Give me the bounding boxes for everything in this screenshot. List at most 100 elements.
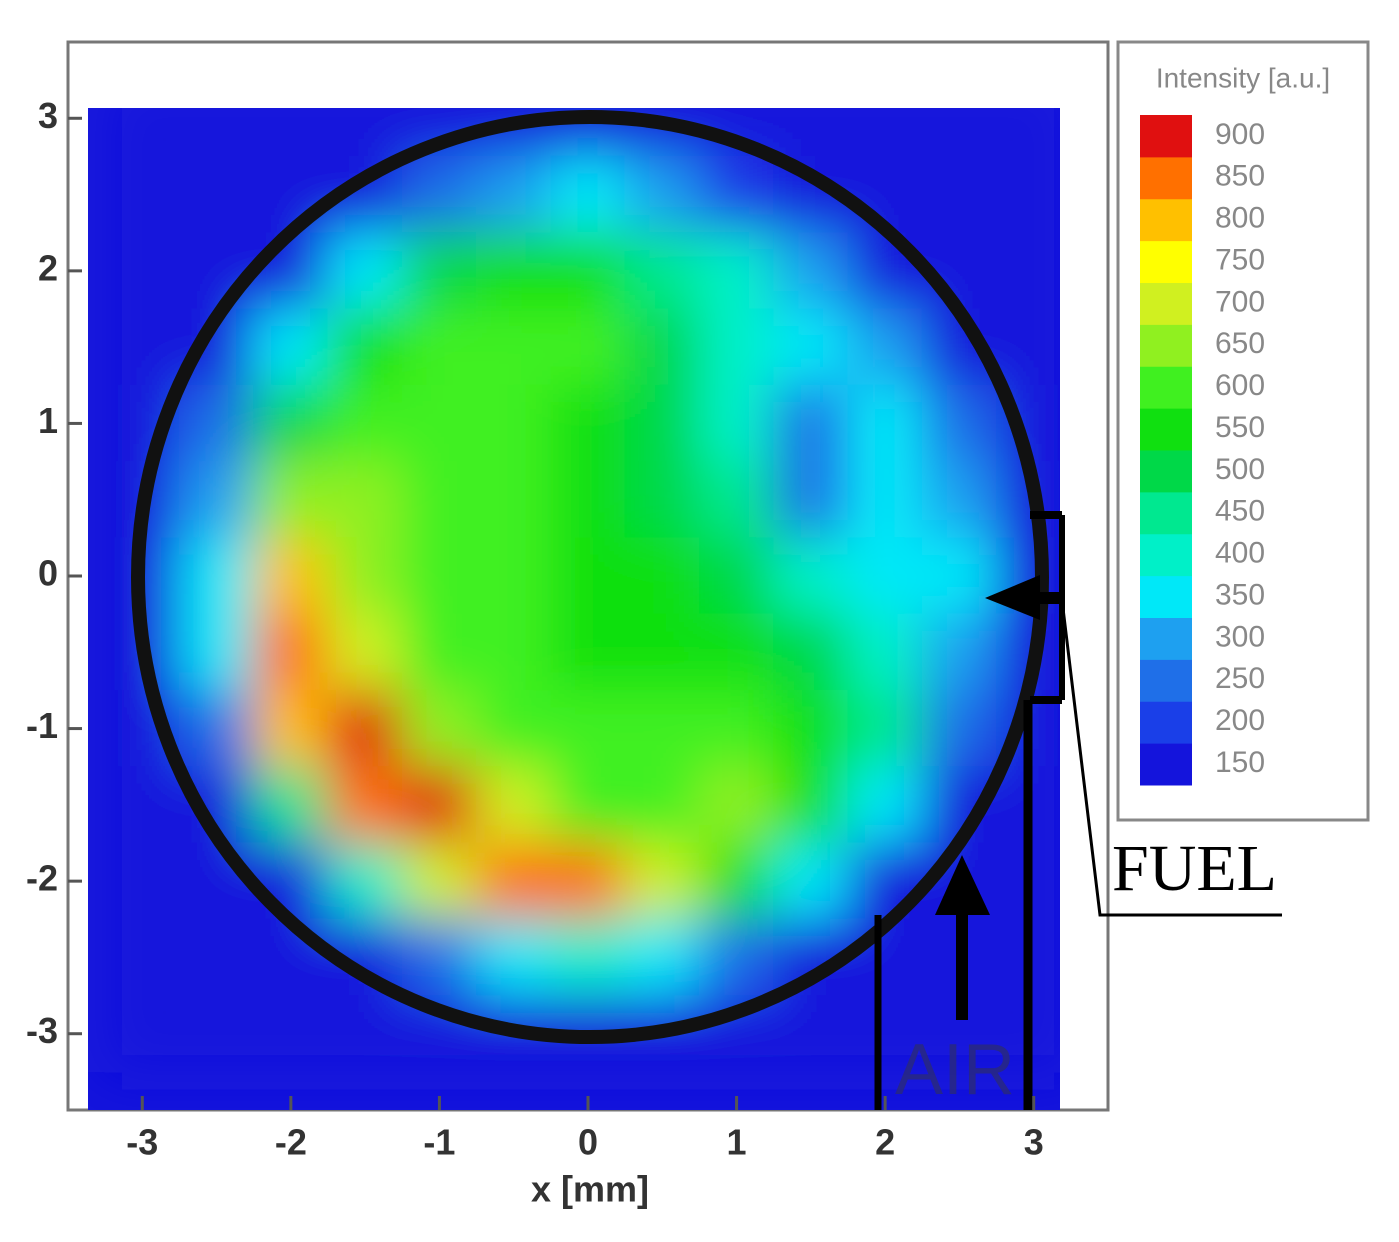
heatmap-cell (401, 461, 478, 539)
heatmap-cell (624, 918, 700, 997)
colorbar-label: 750 (1215, 243, 1265, 276)
x-tick-label: 0 (578, 1122, 598, 1163)
heatmap-cell (698, 155, 775, 234)
colorbar-title: Intensity [a.u.] (1156, 62, 1330, 93)
heatmap-cell (401, 613, 478, 691)
heatmap-cell (847, 537, 923, 615)
heatmap-cell (847, 308, 923, 386)
heatmap-cell (327, 995, 403, 1073)
colorbar-label: 500 (1215, 453, 1265, 486)
heatmap-cell (476, 308, 552, 386)
heatmap-cell (327, 108, 403, 157)
heatmap-cell (401, 308, 478, 386)
heatmap-cells (104, 108, 1060, 1073)
heatmap-cell (847, 689, 923, 768)
heatmap-cell (327, 689, 403, 768)
heatmap-cell (104, 308, 180, 386)
air-label: AIR (895, 1030, 1015, 1110)
heatmap-cell (476, 461, 552, 539)
y-tick-label: 3 (38, 95, 58, 136)
heatmap-cell (550, 842, 626, 920)
heatmap-cell (253, 232, 329, 310)
colorbar-label: 450 (1215, 495, 1265, 528)
heatmap-cell (773, 766, 849, 844)
heatmap-cell (550, 308, 626, 386)
heatmap-cell (921, 155, 998, 234)
colorbar-label: 650 (1215, 327, 1265, 360)
heatmap-cell (253, 537, 329, 615)
heatmap-cell (996, 232, 1060, 310)
heatmap-cell (847, 384, 923, 463)
colorbar-swatch (1140, 701, 1192, 744)
heatmap-cell (178, 995, 255, 1073)
heatmap-cell (624, 384, 700, 463)
heatmap-cell (401, 155, 478, 234)
colorbar-label: 800 (1215, 202, 1265, 235)
heatmap-cell (104, 232, 180, 310)
heatmap-cell (847, 766, 923, 844)
x-tick-label: -3 (126, 1122, 158, 1163)
heatmap-cell (624, 689, 700, 768)
heatmap-cell (624, 461, 700, 539)
heatmap-cell (698, 689, 775, 768)
heatmap-cell (178, 155, 255, 234)
heatmap-cell (921, 461, 998, 539)
y-tick-label: -2 (26, 858, 58, 899)
heatmap-cell (624, 842, 700, 920)
fuel-label: FUEL (1112, 832, 1277, 905)
colorbar-label: 600 (1215, 369, 1265, 402)
heatmap-cell (327, 308, 403, 386)
heatmap-cell (178, 108, 255, 157)
heatmap-cell (476, 155, 552, 234)
heatmap-cell (104, 842, 180, 920)
heatmap-cell (698, 308, 775, 386)
heatmap-cell (178, 232, 255, 310)
air-arrow-head (935, 855, 990, 915)
heatmap-cell (104, 108, 180, 157)
heatmap-cell (327, 766, 403, 844)
nozzle-circle (131, 110, 1049, 1044)
colorbar-swatch (1140, 617, 1192, 660)
colorbar-label: 400 (1215, 537, 1265, 570)
heatmap-cell (698, 766, 775, 844)
colorbar-swatch (1140, 408, 1192, 451)
heatmap-cell (921, 384, 998, 463)
heatmap-cell (253, 842, 329, 920)
heatmap-cell (104, 995, 180, 1073)
heatmap-cell (104, 155, 180, 234)
colorbar-swatch (1140, 575, 1192, 618)
heatmap-cell (253, 918, 329, 997)
heatmap-cell (773, 689, 849, 768)
heatmap-cell (550, 537, 626, 615)
heatmap-cell (847, 613, 923, 691)
heatmap-cell (624, 613, 700, 691)
heatmap-cell (253, 766, 329, 844)
heatmap-cell (773, 613, 849, 691)
colorbar-label: 550 (1215, 411, 1265, 444)
colorbar-label: 700 (1215, 285, 1265, 318)
colorbar-swatch (1140, 659, 1192, 702)
y-tick-label: -1 (26, 705, 58, 746)
heatmap-cell (178, 918, 255, 997)
heatmap-cell (773, 537, 849, 615)
heatmap-cell (550, 461, 626, 539)
fuel-leader (1060, 599, 1282, 917)
x-tick-label: 2 (875, 1122, 895, 1163)
heatmap-cell (996, 108, 1060, 157)
colorbar-label: 900 (1215, 118, 1265, 151)
heatmap-cell (327, 613, 403, 691)
heatmap-cell (624, 537, 700, 615)
heatmap-cell (921, 689, 998, 768)
x-tick-label: -1 (423, 1122, 455, 1163)
heatmap-cell (624, 766, 700, 844)
colorbar-swatch (1140, 324, 1192, 367)
colorbar-label: 150 (1215, 746, 1265, 779)
heatmap-cell (773, 232, 849, 310)
heatmap-cell (773, 995, 849, 1073)
heatmap-cell (401, 689, 478, 768)
colorbar-label: 250 (1215, 662, 1265, 695)
heatmap-cell (178, 689, 255, 768)
heatmap-cell (847, 995, 923, 1073)
heatmap-cell (624, 308, 700, 386)
heatmap-cell (773, 461, 849, 539)
